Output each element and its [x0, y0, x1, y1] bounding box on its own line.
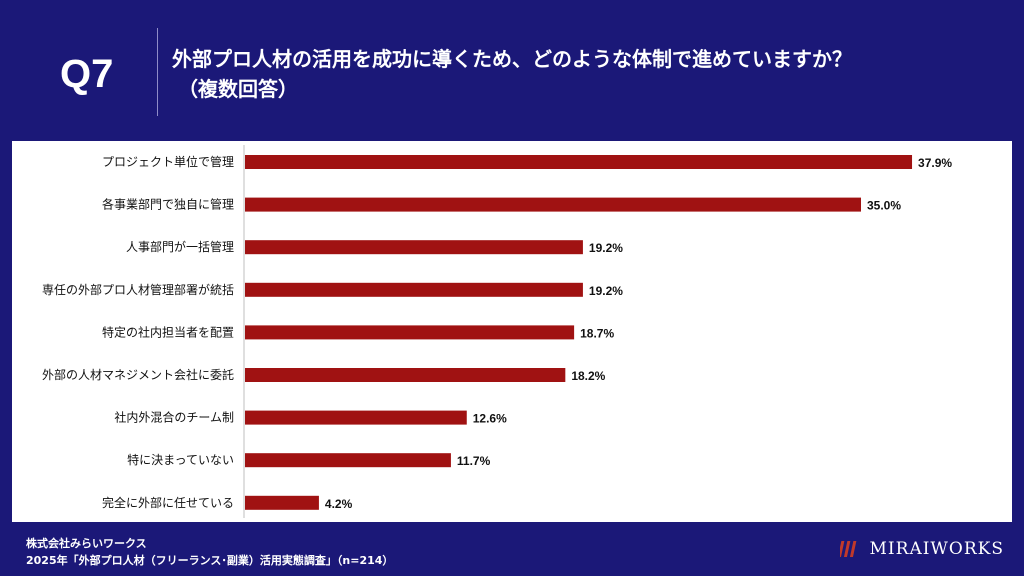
value-label: 18.7% [580, 326, 614, 340]
footer-credits: 株式会社みらいワークス 2025年「外部プロ人材（フリーランス･副業）活用実態調… [26, 535, 393, 569]
category-label: 人事部門が一括管理 [126, 239, 234, 254]
survey-source: 2025年「外部プロ人材（フリーランス･副業）活用実態調査」（n=214） [26, 554, 394, 567]
category-label: プロジェクト単位で管理 [102, 154, 234, 169]
title-line2: （複数回答） [178, 77, 298, 101]
category-label: 専任の外部プロ人材管理部署が統括 [42, 282, 234, 297]
bar [245, 325, 575, 340]
category-label: 特に決まっていない [127, 452, 234, 467]
value-label: 19.2% [589, 241, 623, 255]
value-label: 18.2% [571, 369, 605, 383]
category-label: 完全に外部に任せている [102, 495, 234, 510]
header-divider [157, 28, 158, 116]
value-label: 35.0% [867, 199, 901, 213]
bar [245, 197, 861, 212]
category-label: 各事業部門で独自に管理 [102, 197, 234, 212]
value-label: 4.2% [325, 497, 353, 511]
mirai-works-logo-icon [839, 541, 856, 557]
value-label: 19.2% [589, 284, 623, 298]
bar [245, 410, 467, 425]
bar [245, 368, 566, 382]
company-name: 株式会社みらいワークス [26, 537, 147, 550]
category-label: 社内外混合のチーム制 [114, 410, 234, 425]
value-label: 12.6% [473, 412, 507, 426]
value-label: 11.7% [457, 454, 491, 468]
bar [245, 155, 913, 169]
bar [245, 240, 583, 255]
chart-panel: プロジェクト単位で管理 37.9% 各事業部門で独自に管理 35.0% 人事部門が一括管… [12, 141, 1012, 522]
brand-text: MIRAIWORKS [869, 539, 1004, 559]
category-label: 外部の人材マネジメント会社に委託 [42, 367, 234, 382]
bar-chart: プロジェクト単位で管理 37.9% 各事業部門で独自に管理 35.0% 人事部門が一括管… [42, 145, 952, 518]
bar [245, 282, 583, 297]
brand-logo: MIRAIWORKS [839, 538, 1004, 560]
header: Q7 外部プロ人材の活用を成功に導くため、どのような体制で進めていますか？ （複… [0, 0, 1024, 140]
value-label: 37.9% [918, 156, 952, 170]
page-title: 外部プロ人材の活用を成功に導くため、どのような体制で進めていますか？ （複数回答… [172, 44, 1002, 104]
title-line1: 外部プロ人材の活用を成功に導くため、どのような体制で進めていますか？ [172, 47, 852, 71]
bar [245, 453, 451, 468]
bar [245, 495, 319, 510]
category-label: 特定の社内担当者を配置 [102, 324, 234, 339]
question-number: Q7 [60, 52, 114, 96]
